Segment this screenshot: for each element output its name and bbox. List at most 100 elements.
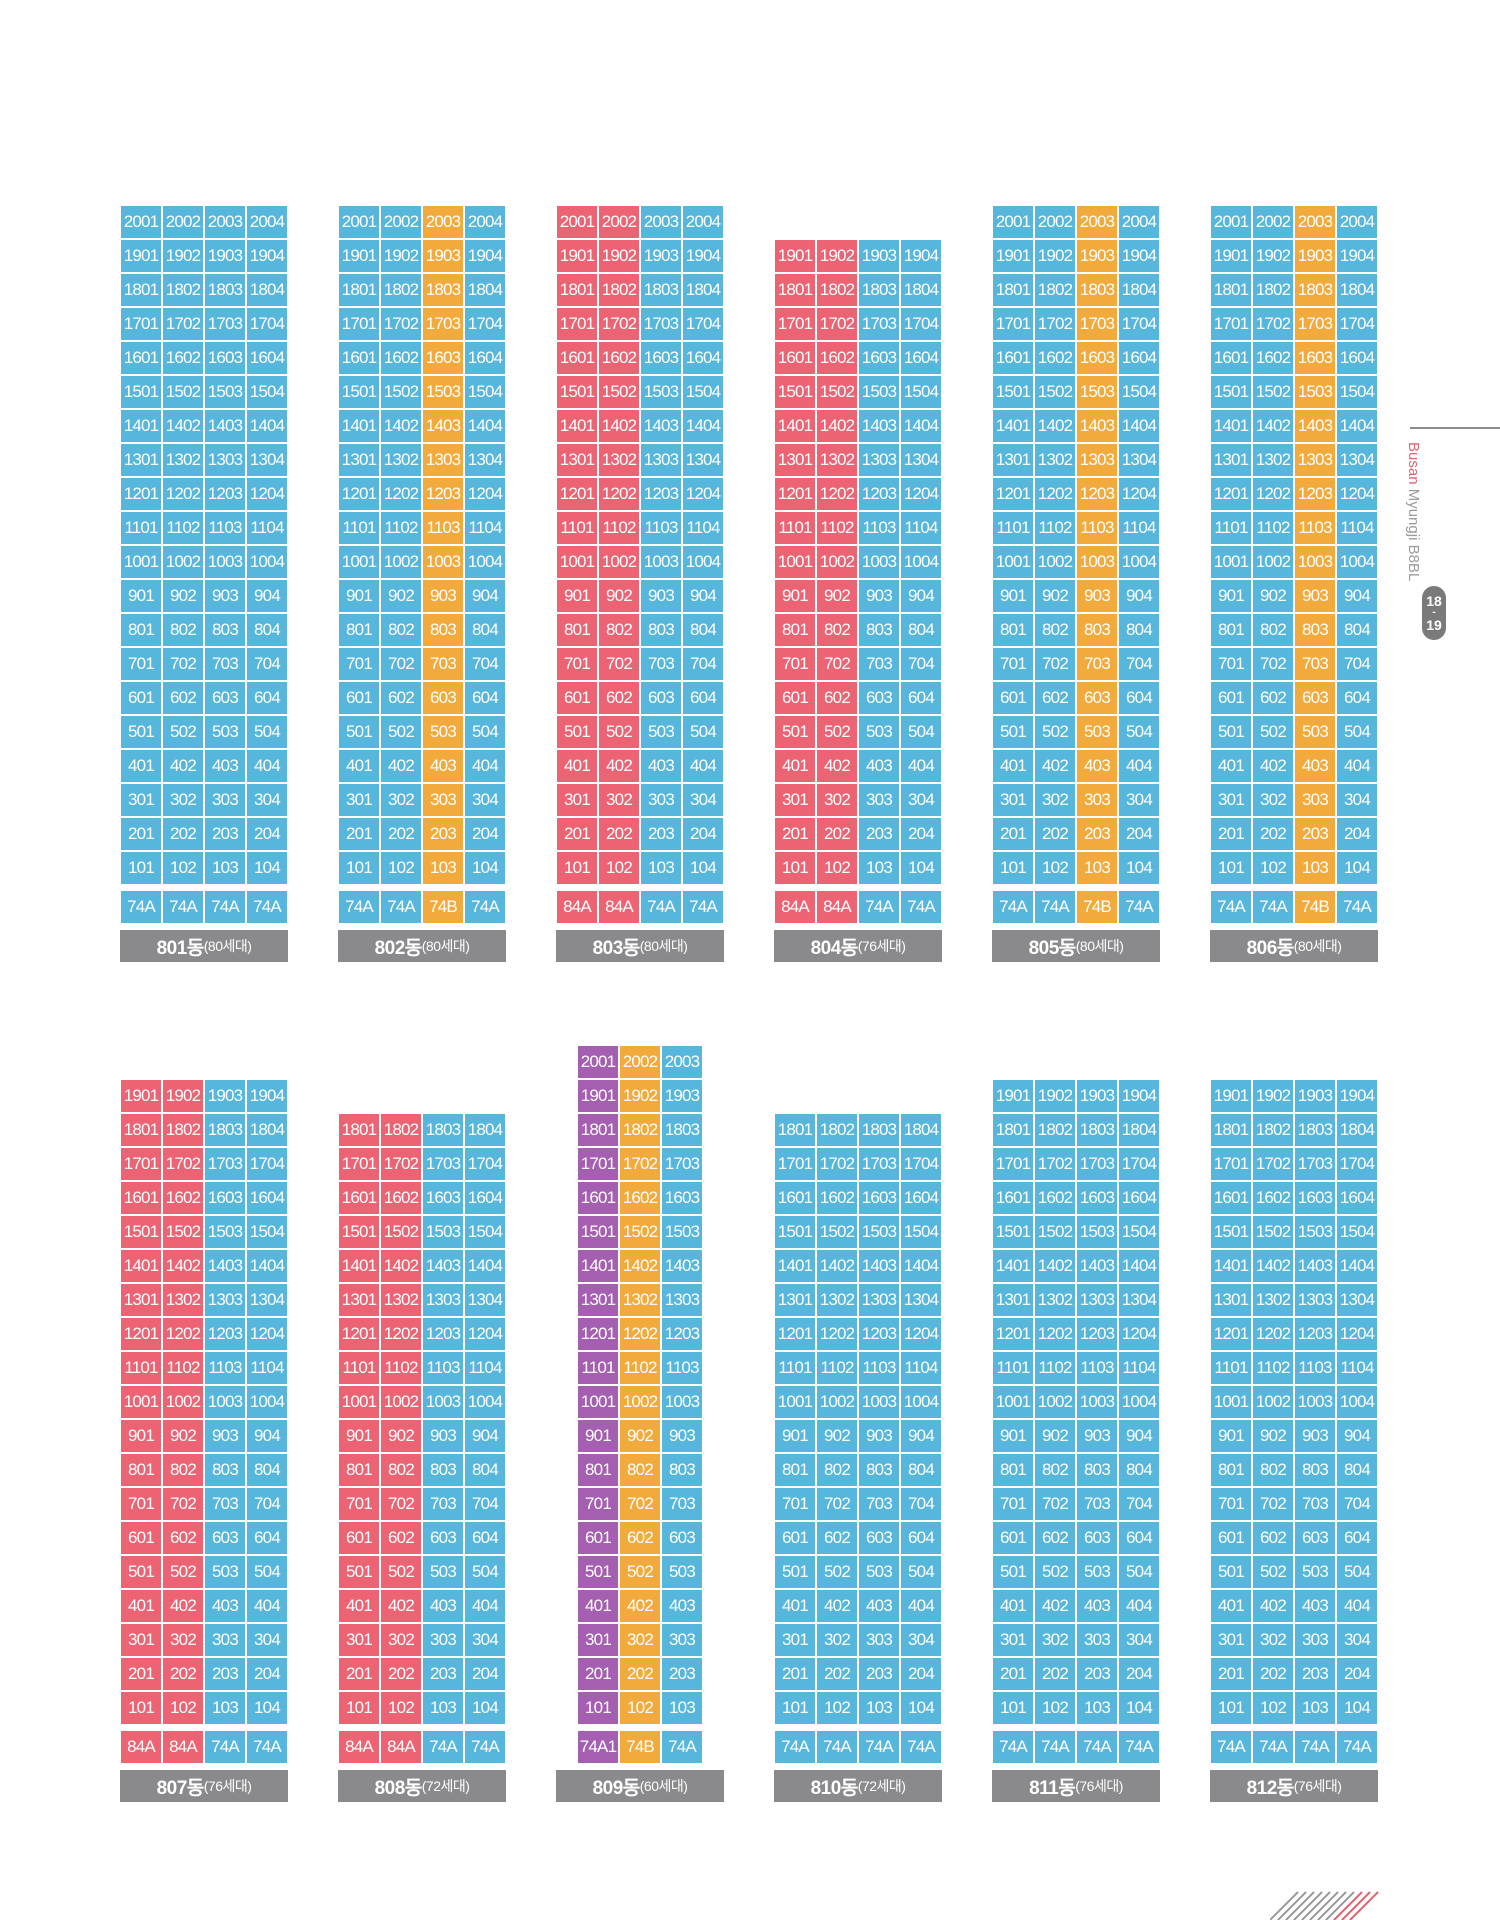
unit-cell: 202 [380, 817, 422, 851]
floor-row: 1001 1002 1003 1004 [1210, 1385, 1378, 1419]
unit-cell: 204 [1118, 1657, 1160, 1691]
floor-row: 601 602 603 604 [556, 681, 724, 715]
unit-cell: 2002 [598, 205, 640, 239]
unit-cell: 301 [992, 1623, 1034, 1657]
unit-cell: 401 [120, 749, 162, 783]
unit-cell: 901 [774, 1419, 816, 1453]
floor-row: 1901 1902 1903 1904 [338, 239, 506, 273]
floor-row: 101 102 103 104 [338, 1691, 506, 1725]
unit-cell: 904 [1336, 579, 1378, 613]
building-808: 1801 1802 1803 1804 1701 1702 1703 1704 1601 1602… [338, 1113, 506, 1802]
floor-row: 1701 1702 1703 1704 [992, 307, 1160, 341]
unit-cell: 1901 [992, 1079, 1034, 1113]
unit-cell: 1404 [1118, 409, 1160, 443]
unit-cell: 1903 [640, 239, 682, 273]
floor-row: 701 702 703 704 [338, 647, 506, 681]
unit-cell: 1404 [900, 1249, 942, 1283]
unit-cell: 1803 [204, 273, 246, 307]
floor-row: 301 302 303 304 [120, 1623, 288, 1657]
floor-row: 101 102 103 104 [120, 1691, 288, 1725]
unit-cell: 604 [246, 681, 288, 715]
floor-row: 301 302 303 304 [774, 783, 942, 817]
unit-cell: 903 [661, 1419, 703, 1453]
floor-row: 501 502 503 504 [774, 715, 942, 749]
floor-row: 1401 1402 1403 1404 [774, 1249, 942, 1283]
unit-type-cell: 74A [682, 890, 724, 924]
unit-cell: 901 [992, 579, 1034, 613]
unit-cell: 301 [774, 1623, 816, 1657]
floor-row: 701 702 703 704 [992, 1487, 1160, 1521]
unit-type-row: 74A 74A 74B 74A [338, 890, 506, 924]
unit-cell: 302 [619, 1623, 661, 1657]
unit-cell: 804 [682, 613, 724, 647]
unit-cell: 1301 [120, 443, 162, 477]
unit-cell: 902 [162, 1419, 204, 1453]
unit-cell: 1402 [1252, 1249, 1294, 1283]
unit-cell: 1004 [464, 545, 506, 579]
unit-cell: 1501 [992, 1215, 1034, 1249]
unit-cell: 1802 [162, 1113, 204, 1147]
unit-cell: 1304 [246, 1283, 288, 1317]
unit-cell: 1903 [661, 1079, 703, 1113]
household-count: (76세대) [857, 938, 906, 954]
unit-cell: 1803 [858, 273, 900, 307]
unit-cell: 1203 [1076, 477, 1118, 511]
floor-row: 1001 1002 1003 1004 [556, 545, 724, 579]
floor-row: 1001 1002 1003 1004 [992, 1385, 1160, 1419]
unit-cell: 1101 [1210, 511, 1252, 545]
unit-cell: 304 [1336, 1623, 1378, 1657]
unit-type-cell: 74A [816, 1730, 858, 1764]
unit-cell: 902 [1034, 1419, 1076, 1453]
unit-cell: 702 [162, 647, 204, 681]
unit-cell: 503 [1076, 1555, 1118, 1589]
unit-cell: 201 [774, 817, 816, 851]
unit-cell: 301 [120, 783, 162, 817]
unit-cell: 1201 [577, 1317, 619, 1351]
floor-row: 1801 1802 1803 1804 [774, 1113, 942, 1147]
unit-cell: 1601 [1210, 341, 1252, 375]
unit-cell: 1304 [1118, 443, 1160, 477]
unit-cell: 1303 [661, 1283, 703, 1317]
unit-cell: 1802 [380, 273, 422, 307]
building-name: 810동 [810, 1777, 859, 1799]
unit-type-row: 84A 84A 74A 74A [338, 1730, 506, 1764]
floor-row: 2001 2002 2003 [577, 1045, 703, 1079]
floor-row: 1401 1402 1403 1404 [120, 409, 288, 443]
unit-cell: 604 [464, 681, 506, 715]
unit-cell: 1202 [162, 477, 204, 511]
unit-cell: 203 [858, 1657, 900, 1691]
unit-cell: 104 [900, 1691, 942, 1725]
unit-cell: 1504 [464, 375, 506, 409]
unit-type-cell: 74A [900, 1730, 942, 1764]
unit-cell: 903 [1294, 579, 1336, 613]
floor-row: 1001 1002 1003 1004 [992, 545, 1160, 579]
unit-cell: 1503 [640, 375, 682, 409]
unit-cell: 401 [774, 1589, 816, 1623]
unit-cell: 604 [464, 1521, 506, 1555]
unit-cell: 204 [900, 1657, 942, 1691]
unit-cell: 803 [1076, 1453, 1118, 1487]
floor-row: 1701 1702 1703 1704 [1210, 1147, 1378, 1181]
unit-cell: 2001 [1210, 205, 1252, 239]
unit-cell: 1204 [1336, 1317, 1378, 1351]
unit-cell: 1103 [858, 1351, 900, 1385]
unit-type-cell: 84A [556, 890, 598, 924]
unit-cell: 703 [1076, 647, 1118, 681]
unit-cell: 1804 [1336, 273, 1378, 307]
building-name: 807동 [156, 1777, 205, 1799]
unit-cell: 1502 [380, 1215, 422, 1249]
unit-cell: 1402 [816, 409, 858, 443]
unit-cell: 1303 [858, 443, 900, 477]
unit-cell: 704 [1336, 1487, 1378, 1521]
floor-row: 401 402 403 404 [774, 1589, 942, 1623]
unit-cell: 1002 [1034, 1385, 1076, 1419]
unit-cell: 1804 [1118, 273, 1160, 307]
unit-cell: 103 [422, 851, 464, 885]
unit-cell: 1603 [1076, 341, 1118, 375]
unit-cell: 604 [900, 681, 942, 715]
unit-cell: 704 [1118, 647, 1160, 681]
unit-cell: 1704 [1336, 307, 1378, 341]
unit-cell: 704 [682, 647, 724, 681]
unit-cell: 1203 [1294, 1317, 1336, 1351]
unit-cell: 1201 [338, 477, 380, 511]
